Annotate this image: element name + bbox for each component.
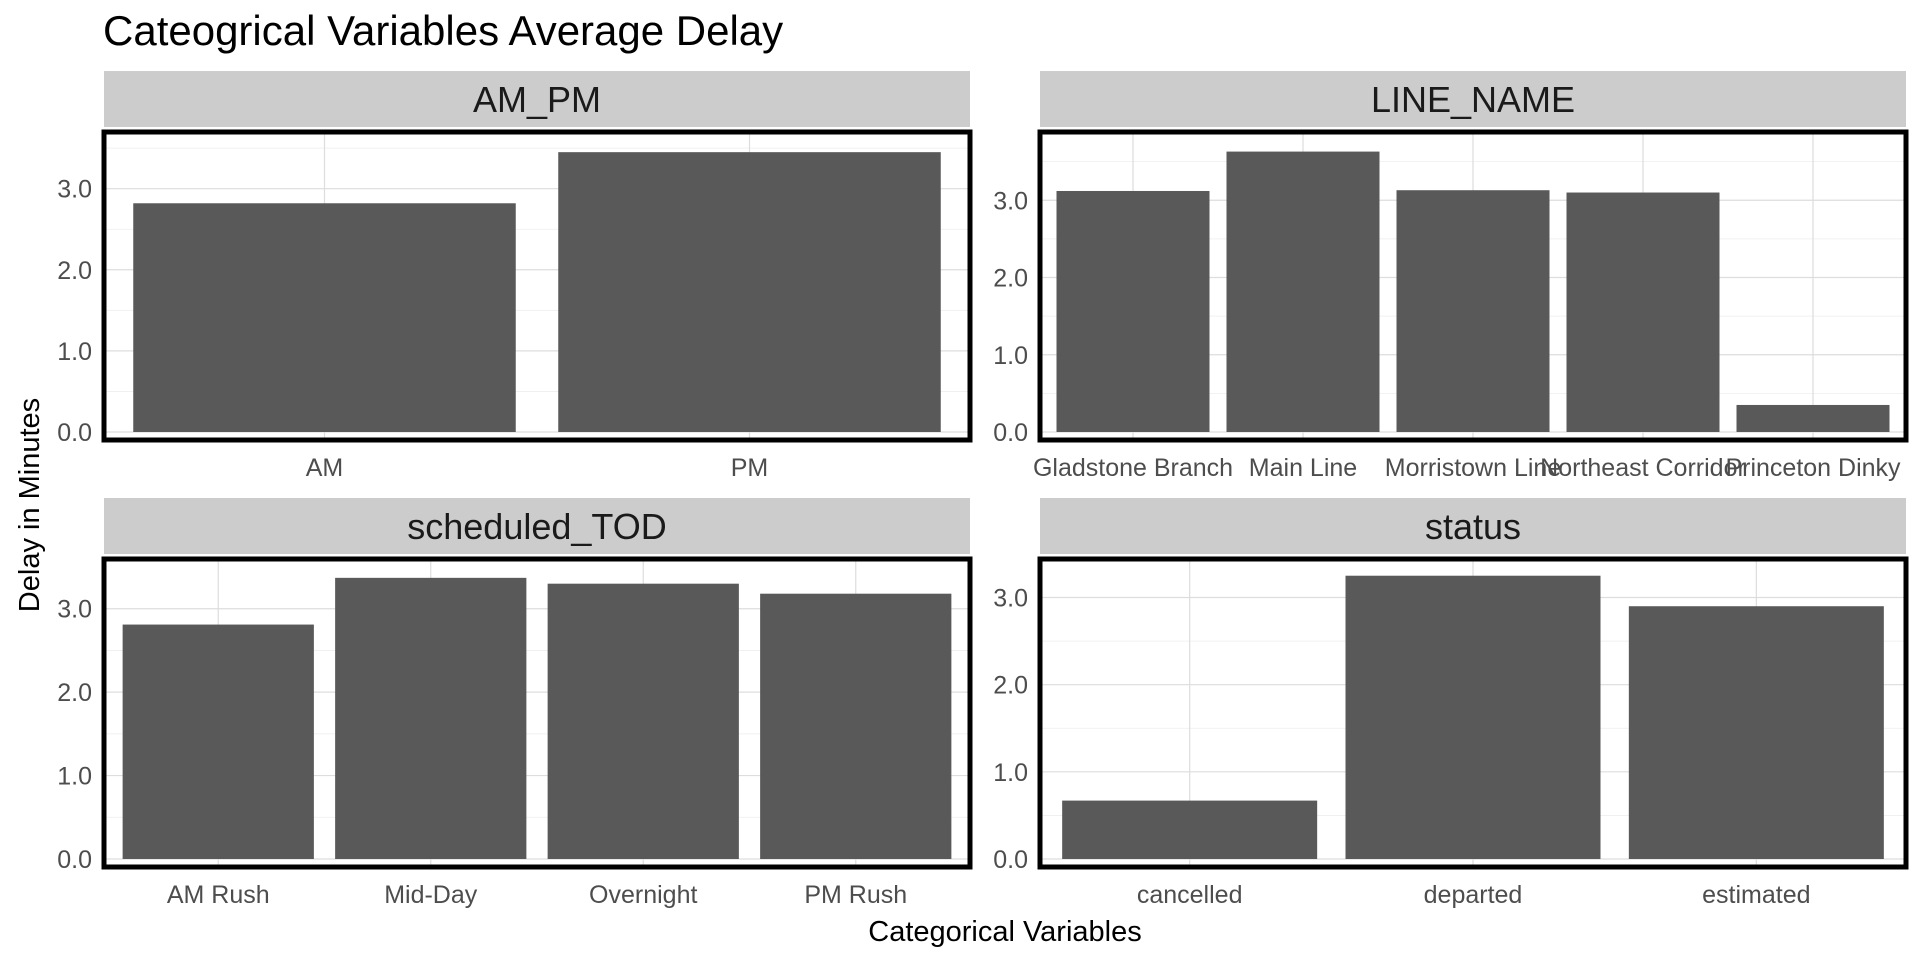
bar-LINE_NAME-0 <box>1056 190 1210 432</box>
facet-panel-3: status 0.0 1.0 2.0 3.0 cancelled departed estim… <box>993 498 1909 909</box>
y-tick-label: 0.0 <box>993 419 1028 447</box>
panel-border <box>101 129 973 443</box>
x-tick-label: Main Line <box>1249 454 1357 482</box>
y-tick-label: 3.0 <box>57 176 92 204</box>
y-tick-label: 0.0 <box>57 419 92 447</box>
x-tick-label: estimated <box>1702 881 1810 909</box>
x-tick-label: Northeast Corridor <box>1540 454 1746 482</box>
y-tick-label: 1.0 <box>57 763 92 791</box>
y-tick-label: 3.0 <box>57 596 92 624</box>
bar-LINE_NAME-3 <box>1566 192 1720 432</box>
y-tick-label: 2.0 <box>993 672 1028 700</box>
facet-strip-label: AM_PM <box>473 79 601 120</box>
y-tick-label: 1.0 <box>57 338 92 366</box>
y-tick-label: 2.0 <box>993 265 1028 293</box>
facet-strip <box>104 71 970 127</box>
facet-panels: AM_PM 0.0 1.0 2.0 3.0 AM PM LINE_NAME 0.0 1.0 2.0 3… <box>57 71 1909 909</box>
y-tick-label: 1.0 <box>993 342 1028 370</box>
facet-strip-label: LINE_NAME <box>1371 79 1575 120</box>
bar-status-1 <box>1345 575 1601 859</box>
bar-LINE_NAME-2 <box>1396 190 1550 432</box>
x-tick-label: AM <box>306 454 344 482</box>
x-tick-label: PM Rush <box>804 881 907 909</box>
bar-AM_PM-1 <box>558 152 941 432</box>
bar-scheduled_TOD-0 <box>122 624 314 859</box>
bar-status-2 <box>1628 606 1884 859</box>
y-tick-label: 3.0 <box>993 187 1028 215</box>
y-axis-title: Delay in Minutes <box>14 398 46 612</box>
panel-border <box>101 556 973 870</box>
facet-strip <box>104 498 970 554</box>
y-tick-label: 2.0 <box>57 257 92 285</box>
bar-status-0 <box>1062 800 1318 859</box>
facet-strip-label: status <box>1425 506 1521 547</box>
x-tick-label: Princeton Dinky <box>1725 454 1901 482</box>
y-tick-label: 0.0 <box>993 846 1028 874</box>
x-tick-label: PM <box>731 454 769 482</box>
bar-scheduled_TOD-1 <box>335 577 527 859</box>
bar-LINE_NAME-4 <box>1736 404 1890 432</box>
x-tick-label: cancelled <box>1137 881 1243 909</box>
panel-border <box>1037 129 1909 443</box>
facet-strip <box>1040 71 1906 127</box>
facet-strip <box>1040 498 1906 554</box>
bar-scheduled_TOD-3 <box>760 593 952 859</box>
facet-strip-label: scheduled_TOD <box>407 506 667 547</box>
x-tick-label: Overnight <box>589 881 697 909</box>
x-axis-title: Categorical Variables <box>868 916 1142 948</box>
facet-panel-0: AM_PM 0.0 1.0 2.0 3.0 AM PM <box>57 71 973 482</box>
y-tick-label: 0.0 <box>57 846 92 874</box>
chart-title: Cateogrical Variables Average Delay <box>103 7 783 54</box>
bar-scheduled_TOD-2 <box>547 583 739 859</box>
facet-panel-2: scheduled_TOD 0.0 1.0 2.0 3.0 AM Rush Mid-Day O… <box>57 498 973 909</box>
x-tick-label: Mid-Day <box>384 881 478 909</box>
x-tick-label: AM Rush <box>167 881 270 909</box>
x-tick-label: departed <box>1424 881 1523 909</box>
bar-AM_PM-0 <box>133 203 516 432</box>
bar-LINE_NAME-1 <box>1226 151 1380 433</box>
x-tick-label: Morristown Line <box>1385 454 1561 482</box>
y-tick-label: 2.0 <box>57 679 92 707</box>
y-tick-label: 1.0 <box>993 759 1028 787</box>
x-tick-label: Gladstone Branch <box>1033 454 1233 482</box>
y-tick-label: 3.0 <box>993 585 1028 613</box>
panel-border <box>1037 556 1909 870</box>
facet-panel-1: LINE_NAME 0.0 1.0 2.0 3.0 Gladstone Branch Mai… <box>993 71 1909 482</box>
